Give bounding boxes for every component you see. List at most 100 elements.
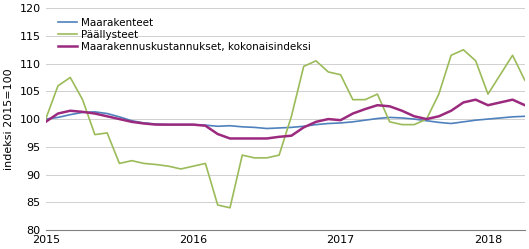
Maarakennuskustannukset, kokonaisindeksi: [178, 123, 184, 126]
Maarakennuskustannukset, kokonaisindeksi: [399, 109, 405, 112]
Maarakenteet: [522, 115, 528, 118]
Päällysteet: [300, 65, 307, 68]
Päällysteet: [153, 163, 159, 166]
Päällysteet: [325, 70, 332, 73]
Maarakenteet: [129, 119, 135, 122]
Maarakennuskustannukset, kokonaisindeksi: [202, 124, 208, 127]
Line: Päällysteet: Päällysteet: [45, 50, 525, 208]
Päällysteet: [263, 156, 270, 159]
Maarakennuskustannukset, kokonaisindeksi: [411, 115, 417, 118]
Päällysteet: [239, 154, 245, 157]
Päällysteet: [190, 165, 196, 168]
Maarakenteet: [263, 127, 270, 130]
Päällysteet: [202, 162, 208, 165]
Päällysteet: [448, 54, 454, 57]
Maarakenteet: [79, 111, 86, 114]
Maarakenteet: [485, 118, 491, 121]
Maarakennuskustannukset, kokonaisindeksi: [300, 126, 307, 129]
Päällysteet: [92, 133, 98, 136]
Päällysteet: [497, 73, 504, 76]
Maarakennuskustannukset, kokonaisindeksi: [92, 112, 98, 115]
Maarakennuskustannukset, kokonaisindeksi: [362, 108, 368, 111]
Maarakenteet: [300, 125, 307, 128]
Päällysteet: [350, 98, 356, 101]
Päällysteet: [227, 206, 233, 209]
Päällysteet: [423, 118, 430, 121]
Päällysteet: [522, 79, 528, 82]
Maarakenteet: [387, 116, 393, 119]
Maarakenteet: [509, 115, 516, 118]
Maarakennuskustannukset, kokonaisindeksi: [423, 118, 430, 121]
Maarakenteet: [399, 117, 405, 120]
Maarakenteet: [55, 116, 61, 119]
Maarakenteet: [423, 119, 430, 122]
Päällysteet: [55, 84, 61, 87]
Maarakenteet: [472, 119, 479, 122]
Maarakennuskustannukset, kokonaisindeksi: [276, 135, 282, 138]
Maarakennuskustannukset, kokonaisindeksi: [497, 101, 504, 104]
Maarakennuskustannukset, kokonaisindeksi: [387, 105, 393, 108]
Päällysteet: [251, 156, 258, 159]
Maarakennuskustannukset, kokonaisindeksi: [325, 118, 332, 121]
Maarakennuskustannukset, kokonaisindeksi: [190, 123, 196, 126]
Maarakennuskustannukset, kokonaisindeksi: [485, 104, 491, 107]
Maarakenteet: [239, 125, 245, 128]
Maarakenteet: [276, 126, 282, 129]
Maarakennuskustannukset, kokonaisindeksi: [460, 101, 467, 104]
Maarakennuskustannukset, kokonaisindeksi: [227, 137, 233, 140]
Maarakennuskustannukset, kokonaisindeksi: [215, 132, 221, 135]
Päällysteet: [116, 162, 123, 165]
Maarakenteet: [67, 113, 74, 116]
Maarakenteet: [92, 110, 98, 113]
Maarakennuskustannukset, kokonaisindeksi: [251, 137, 258, 140]
Maarakennuskustannukset, kokonaisindeksi: [448, 109, 454, 112]
Maarakennuskustannukset, kokonaisindeksi: [509, 98, 516, 101]
Line: Maarakenteet: Maarakenteet: [45, 112, 525, 128]
Maarakenteet: [497, 117, 504, 120]
Päällysteet: [313, 59, 319, 62]
Line: Maarakennuskustannukset, kokonaisindeksi: Maarakennuskustannukset, kokonaisindeksi: [45, 100, 525, 138]
Maarakenteet: [288, 126, 295, 129]
Maarakennuskustannukset, kokonaisindeksi: [55, 112, 61, 115]
Maarakenteet: [202, 124, 208, 127]
Päällysteet: [338, 73, 344, 76]
Päällysteet: [42, 118, 49, 121]
Päällysteet: [362, 98, 368, 101]
Maarakennuskustannukset, kokonaisindeksi: [42, 120, 49, 123]
Päällysteet: [509, 54, 516, 57]
Päällysteet: [485, 93, 491, 96]
Päällysteet: [166, 165, 172, 168]
Maarakennuskustannukset, kokonaisindeksi: [374, 104, 380, 107]
Maarakenteet: [436, 121, 442, 124]
Päällysteet: [178, 168, 184, 171]
Päällysteet: [104, 131, 111, 134]
Maarakennuskustannukset, kokonaisindeksi: [472, 98, 479, 101]
Maarakennuskustannukset, kokonaisindeksi: [313, 120, 319, 123]
Maarakenteet: [325, 122, 332, 125]
Maarakenteet: [104, 112, 111, 115]
Päällysteet: [67, 76, 74, 79]
Maarakenteet: [215, 125, 221, 128]
Maarakenteet: [141, 122, 147, 124]
Maarakennuskustannukset, kokonaisindeksi: [350, 112, 356, 115]
Legend: Maarakenteet, Päällysteet, Maarakennuskustannukset, kokonaisindeksi: Maarakenteet, Päällysteet, Maarakennusku…: [56, 16, 313, 54]
Maarakenteet: [251, 126, 258, 129]
Maarakennuskustannukset, kokonaisindeksi: [436, 115, 442, 118]
Päällysteet: [472, 59, 479, 62]
Päällysteet: [460, 48, 467, 51]
Maarakenteet: [362, 119, 368, 122]
Maarakenteet: [411, 118, 417, 121]
Maarakenteet: [338, 122, 344, 124]
Maarakennuskustannukset, kokonaisindeksi: [67, 109, 74, 112]
Maarakennuskustannukset, kokonaisindeksi: [129, 120, 135, 123]
Maarakenteet: [313, 123, 319, 126]
Päällysteet: [436, 93, 442, 96]
Päällysteet: [387, 120, 393, 123]
Maarakennuskustannukset, kokonaisindeksi: [116, 118, 123, 121]
Maarakenteet: [42, 118, 49, 121]
Päällysteet: [129, 159, 135, 162]
Maarakennuskustannukset, kokonaisindeksi: [338, 119, 344, 122]
Y-axis label: indeksi 2015=100: indeksi 2015=100: [4, 68, 14, 170]
Maarakennuskustannukset, kokonaisindeksi: [166, 123, 172, 126]
Maarakennuskustannukset, kokonaisindeksi: [79, 110, 86, 113]
